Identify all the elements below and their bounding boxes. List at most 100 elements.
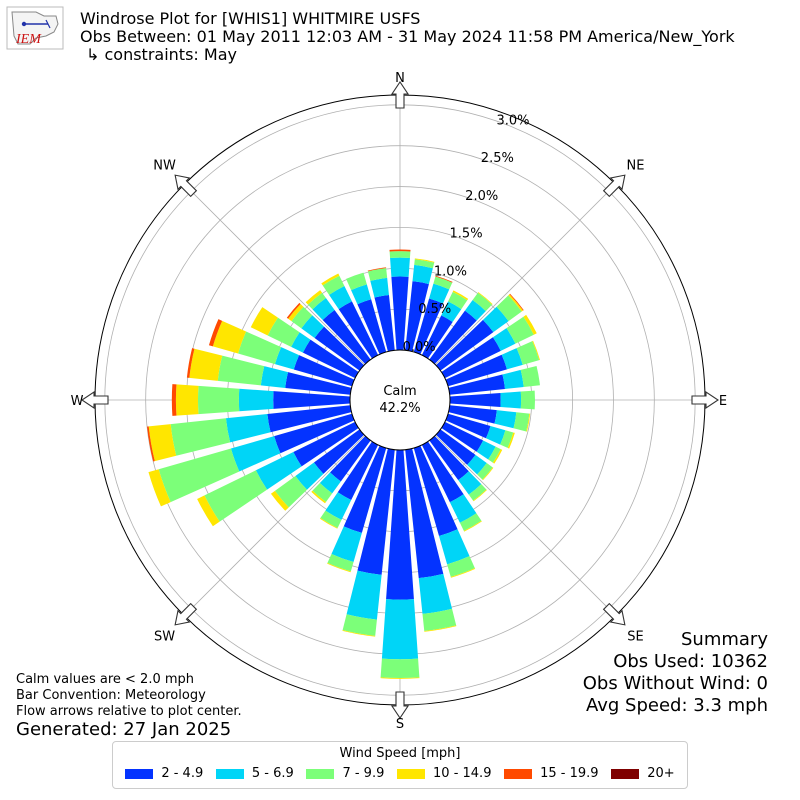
windrose-bar-segment <box>330 435 371 482</box>
direction-arrow-shape <box>390 81 410 109</box>
windrose-bar-segment <box>380 677 420 679</box>
windrose-bar-segment <box>532 340 540 361</box>
windrose-bar-segment <box>421 441 464 503</box>
windrose-bar-segment <box>208 319 223 347</box>
constraints-text: ↳ constraints: May <box>86 45 237 64</box>
windrose-bar-segment <box>492 328 516 351</box>
direction-label: W <box>71 394 84 409</box>
windrose-bar-segment <box>405 448 444 579</box>
windrose-bar-segment <box>445 354 507 387</box>
windrose-bar-segment <box>389 249 411 252</box>
windrose-bar-segment <box>327 562 351 573</box>
note-flow-arrows: Flow arrows relative to plot center. <box>16 704 242 719</box>
windrose-bar-segment <box>391 276 409 351</box>
windrose-bar-segment <box>225 413 271 443</box>
windrose-bar-segment <box>485 425 506 445</box>
direction-label: SW <box>154 629 175 644</box>
windrose-bar-segment <box>509 293 524 311</box>
direction-arrow <box>602 174 626 198</box>
legend-item: 10 - 14.9 <box>397 766 491 781</box>
windrose-bar-segment <box>441 421 484 452</box>
windrose-bar-segment <box>435 429 476 465</box>
windrose-bar-segment <box>312 483 333 502</box>
windrose-bar-segment <box>523 314 537 335</box>
windrose-bar-segment <box>255 452 302 490</box>
logo-text: IEM <box>15 32 42 47</box>
windrose-bar-segment <box>175 384 199 416</box>
windrose-bar-segment <box>507 432 515 449</box>
windrose-bar-segment <box>351 284 372 305</box>
windrose-bar-segment <box>322 275 345 295</box>
windrose-bar-segment <box>482 467 494 481</box>
windrose-bar-segment <box>381 599 419 660</box>
windrose-bar-segment <box>452 290 469 301</box>
summary-avg-speed: Avg Speed: 3.3 mph <box>586 695 768 716</box>
direction-arrow <box>390 691 410 719</box>
windrose-bar-segment <box>307 292 326 310</box>
windrose-bar-segment <box>367 267 387 272</box>
direction-arrow <box>174 602 198 626</box>
windrose-bar-segment <box>500 391 522 409</box>
legend-item: 15 - 19.9 <box>504 766 599 781</box>
radial-tick-label: 3.0% <box>496 113 529 128</box>
windrose-bar-segment <box>370 277 389 298</box>
grid-spoke <box>435 435 616 616</box>
windrose-bar-segment <box>390 257 410 277</box>
windrose-bar-segment <box>314 326 365 371</box>
legend-label: 20+ <box>647 766 675 781</box>
legend-label: 5 - 6.9 <box>251 766 294 781</box>
windrose-bar-segment <box>321 273 340 286</box>
direction-arrow <box>390 81 410 109</box>
windrose-bar-segment <box>467 454 487 475</box>
windrose-bar-segment <box>501 348 523 370</box>
direction-label: S <box>396 717 404 732</box>
direction-label: N <box>395 71 405 86</box>
windrose-bar-segment <box>312 298 335 320</box>
windrose-bar-segment <box>374 295 395 352</box>
windrose-bar-segment <box>448 405 497 424</box>
direction-arrow-shape <box>174 174 198 198</box>
chart-title: Windrose Plot for [WHIS1] WHITMIRE USFS <box>80 9 421 28</box>
windrose-bar-segment <box>477 463 493 480</box>
windrose-bar-segment <box>267 317 300 347</box>
legend-label: 7 - 9.9 <box>342 766 385 781</box>
legend-title: Wind Speed [mph] <box>339 746 461 761</box>
windrose-bar-segment <box>274 475 308 508</box>
windrose-bar-segment <box>217 355 265 386</box>
windrose-bar-segment <box>158 448 240 503</box>
legend-item: 5 - 6.9 <box>215 766 294 781</box>
direction-arrow <box>602 602 626 626</box>
direction-labels: N NE E SE S SW W NW <box>71 71 728 732</box>
grid-spoke <box>184 184 365 365</box>
windrose-bar-segment <box>319 518 338 529</box>
windrose-bar-segment <box>291 332 311 353</box>
windrose-bar-segment <box>291 306 313 329</box>
windrose-bar-segment <box>433 276 453 290</box>
windrose-bar-segment <box>342 614 377 636</box>
summary-obs-without-wind: Obs Without Wind: 0 <box>582 673 768 694</box>
windrose-bar-segment <box>435 275 453 283</box>
windrose-bar-segment <box>488 446 501 463</box>
windrose-bars <box>147 249 540 679</box>
windrose-bar-segment <box>320 510 342 528</box>
windrose-bar-segment <box>313 429 365 474</box>
windrose-bar-segment <box>424 625 457 632</box>
windrose-bar-segment <box>389 251 411 258</box>
windrose-bar-segment <box>302 339 359 379</box>
windrose-bar-segment <box>171 384 177 416</box>
windrose-bar-segment <box>445 413 491 439</box>
direction-arrow <box>81 390 109 410</box>
direction-label: SE <box>627 629 643 644</box>
windrose-bar-segment <box>418 573 453 614</box>
legend: Wind Speed [mph] 2 - 4.9 5 - 6.9 7 - 9.9 10… <box>112 741 688 789</box>
direction-label: NW <box>153 159 176 174</box>
windrose-bar-segment <box>319 472 341 494</box>
radial-tick-label: 2.0% <box>465 189 498 204</box>
windrose-bar-segment <box>238 331 282 365</box>
windrose-bar-segment <box>520 390 535 410</box>
windrose-bar-segment <box>270 490 289 511</box>
direction-arrow <box>691 390 719 410</box>
windrose-bar-segment <box>435 319 494 371</box>
radial-tick-label: 0.5% <box>418 302 451 317</box>
windrose-bar-segment <box>449 392 501 408</box>
